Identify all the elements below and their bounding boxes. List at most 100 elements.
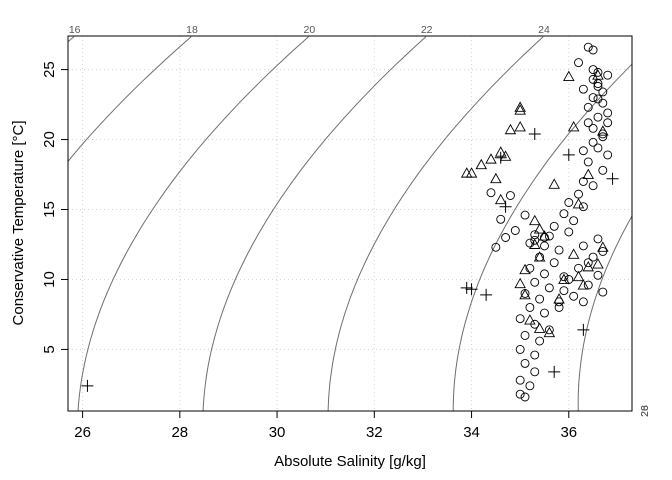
circle-point [583,102,593,112]
circle-point [569,216,579,226]
circle-point [598,165,608,175]
triangle-point [543,326,556,338]
circle-point [583,157,593,167]
contour-label: 22 [421,24,433,36]
contour-label: 18 [186,24,198,36]
triangle-point [567,121,580,132]
plus-point [460,281,473,294]
y-tick-label: 25 [41,61,58,78]
data-points [81,42,619,402]
triangle-point [528,214,541,226]
contour-label: 16 [69,24,81,36]
triangle-point [490,172,502,184]
contour-label: 20 [303,24,315,36]
circle-point [559,209,569,219]
circle-point [520,330,530,340]
circle-point [569,291,579,301]
triangle-point [519,288,531,300]
circle-point [540,308,549,318]
circle-point [554,245,564,255]
x-tick-label: 32 [366,424,383,441]
circle-point [515,314,525,324]
plot-frame [67,35,633,412]
circle-point [510,226,520,235]
triangle-point [582,168,595,179]
circle-point [583,118,593,128]
triangle-point [533,322,546,333]
triangle-point [514,104,526,115]
isopycnal-line [77,36,309,411]
plus-point [494,151,507,164]
triangle-point [592,69,604,80]
y-tick-label: 10 [41,271,58,288]
circle-point [501,233,511,242]
circle-point [593,112,603,122]
triangle-point [514,101,526,112]
triangle-point [597,241,609,252]
contour-label: 24 [538,24,550,36]
circle-point [598,87,608,97]
circle-point [559,286,569,296]
isopycnal-line [68,36,192,163]
circle-point [593,270,603,280]
x-tick-label: 28 [171,424,188,441]
circle-point [574,58,583,68]
circle-point [544,325,554,335]
circle-point [549,221,559,231]
circle-point [525,303,535,312]
triangle-point [592,258,604,269]
circle-point [583,42,593,52]
x-tick-label: 36 [560,424,577,441]
circle-point [578,84,588,94]
triangle-point [524,314,536,325]
plus-point [499,200,512,213]
triangle-point [460,167,473,178]
triangle-point [538,230,551,241]
plus-point [528,127,541,140]
circle-point [578,202,588,212]
triangle-point [533,251,546,262]
triangle-point [553,293,565,304]
triangle-point [504,123,517,135]
triangle-point [528,238,541,249]
circle-point [535,294,545,304]
circle-point [603,108,613,118]
triangle-point [548,178,560,189]
circle-point [525,381,535,391]
plus-point [81,379,94,392]
x-tick-label: 26 [74,424,91,441]
circle-point [515,344,525,354]
y-tick-label: 20 [41,131,58,148]
circle-point [544,231,554,241]
circle-point [496,214,506,224]
contour-label: 28 [639,405,651,417]
circle-point [525,263,535,273]
plus-point [480,288,493,301]
circle-point [578,297,588,307]
circle-point [515,389,525,399]
plus-point [465,283,478,296]
circle-point [530,277,540,287]
circle-point [583,280,593,290]
triangle-point [499,150,512,161]
triangle-point [519,263,531,275]
circle-point [593,143,603,153]
circle-point [588,137,598,147]
circle-point [603,118,613,128]
triangle-point [514,121,526,132]
circle-point [578,146,588,156]
circle-point [525,238,535,248]
circle-point [588,181,598,191]
x-tick-label: 34 [463,424,480,441]
circle-point [530,235,540,245]
triangle-point [567,248,580,259]
circle-point [593,94,603,104]
circle-point [491,242,501,252]
isopycnal-line [202,36,427,411]
grid-lines [68,36,632,411]
plus-point [577,323,590,336]
circle-point [578,241,588,251]
circle-point [588,45,598,55]
